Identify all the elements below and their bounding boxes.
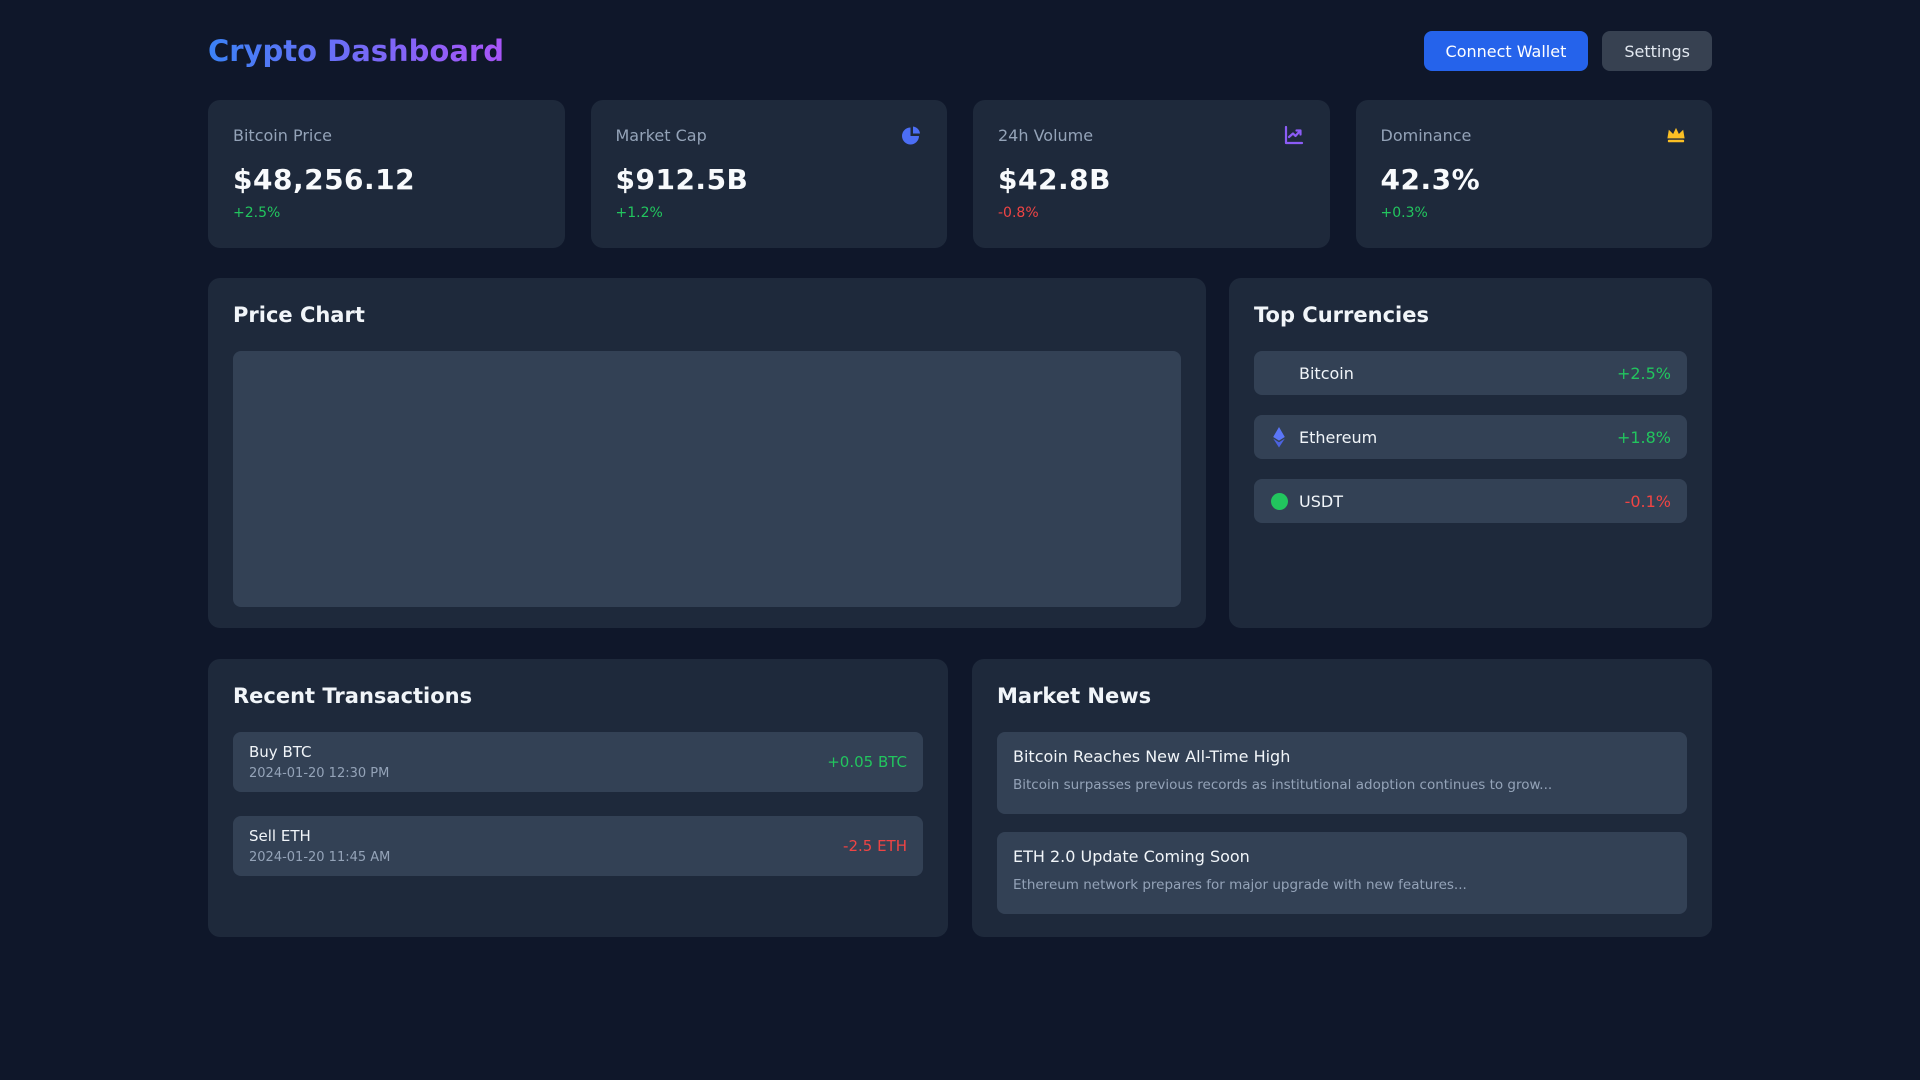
stat-label: Market Cap (615, 125, 707, 145)
transaction-action: Buy BTC (249, 743, 312, 761)
header: Crypto Dashboard Connect Wallet Settings (208, 28, 1712, 74)
news-summary: Ethereum network prepares for major upgr… (1013, 877, 1467, 893)
currency-name: Ethereum (1299, 427, 1378, 447)
transaction-row-sell-eth[interactable]: Sell ETH 2024-01-20 11:45 AM -2.5 ETH (233, 816, 923, 876)
ethereum-icon (1270, 426, 1288, 448)
transaction-info: Sell ETH 2024-01-20 11:45 AM (249, 827, 390, 865)
recent-transactions-title: Recent Transactions (233, 684, 473, 708)
stat-value: $48,256.12 (233, 163, 416, 196)
price-chart-panel: Price Chart (208, 278, 1206, 628)
header-actions: Connect Wallet Settings (1423, 31, 1712, 71)
transaction-timestamp: 2024-01-20 12:30 PM (249, 766, 390, 781)
currency-row-ethereum[interactable]: Ethereum +1.8% (1254, 415, 1687, 459)
stat-label: 24h Volume (998, 125, 1094, 145)
stat-change: -0.8% (998, 205, 1039, 221)
top-currencies-title: Top Currencies (1254, 303, 1429, 327)
news-summary: Bitcoin surpasses previous records as in… (1013, 777, 1553, 793)
currency-change: +2.5% (1616, 363, 1671, 383)
bitcoin-icon (1270, 362, 1288, 384)
dashboard: Crypto Dashboard Connect Wallet Settings… (208, 0, 1712, 937)
bottom-row: Recent Transactions Buy BTC 2024-01-20 1… (208, 659, 1712, 937)
currency-row-usdt[interactable]: USDT -0.1% (1254, 479, 1687, 523)
stats-grid: Bitcoin Price $48,256.12 +2.5% Market Ca… (208, 100, 1712, 248)
stat-label: Dominance (1380, 125, 1472, 145)
market-news-title: Market News (997, 684, 1152, 708)
currency-change: +1.8% (1616, 427, 1671, 447)
transaction-amount: -2.5 ETH (843, 837, 907, 855)
transaction-amount: +0.05 BTC (827, 753, 907, 771)
news-item-btc-ath[interactable]: Bitcoin Reaches New All-Time High Bitcoi… (997, 732, 1687, 814)
market-news-panel: Market News Bitcoin Reaches New All-Time… (972, 659, 1712, 937)
page-title: Crypto Dashboard (208, 34, 504, 68)
crown-icon (1665, 124, 1687, 146)
currency-row-bitcoin[interactable]: Bitcoin +2.5% (1254, 351, 1687, 395)
transaction-info: Buy BTC 2024-01-20 12:30 PM (249, 743, 389, 781)
price-chart-title: Price Chart (233, 303, 365, 327)
stat-change: +2.5% (233, 205, 281, 221)
stat-card-market-cap: Market Cap $912.5B +1.2% (590, 100, 947, 248)
stat-value: $912.5B (615, 163, 749, 196)
settings-button[interactable]: Settings (1602, 31, 1712, 71)
news-headline: ETH 2.0 Update Coming Soon (1013, 847, 1250, 866)
recent-transactions-panel: Recent Transactions Buy BTC 2024-01-20 1… (208, 659, 948, 937)
stat-value: 42.3% (1380, 163, 1481, 196)
usdt-icon (1270, 490, 1288, 512)
stat-change: +0.3% (1380, 205, 1428, 221)
chart-increasing-icon (1283, 124, 1305, 146)
stat-label: Bitcoin Price (233, 125, 332, 145)
currency-name: USDT (1299, 491, 1343, 511)
stat-value: $42.8B (998, 163, 1111, 196)
main-row: Price Chart Top Currencies Bitcoin +2.5%… (208, 278, 1712, 628)
currency-name: Bitcoin (1299, 363, 1354, 383)
transaction-row-buy-btc[interactable]: Buy BTC 2024-01-20 12:30 PM +0.05 BTC (233, 732, 923, 792)
price-chart-canvas (233, 351, 1181, 607)
connect-wallet-button[interactable]: Connect Wallet (1423, 31, 1589, 71)
stat-card-24h-volume: 24h Volume $42.8B -0.8% (973, 100, 1330, 248)
stat-change: +1.2% (615, 205, 663, 221)
news-headline: Bitcoin Reaches New All-Time High (1013, 747, 1291, 766)
stat-card-dominance: Dominance 42.3% +0.3% (1355, 100, 1712, 248)
currency-change: -0.1% (1624, 491, 1671, 511)
transaction-action: Sell ETH (249, 827, 311, 845)
transaction-timestamp: 2024-01-20 11:45 AM (249, 850, 391, 865)
pie-chart-icon (900, 124, 922, 146)
news-item-eth-update[interactable]: ETH 2.0 Update Coming Soon Ethereum netw… (997, 832, 1687, 914)
top-currencies-panel: Top Currencies Bitcoin +2.5% Ethereum +1… (1229, 278, 1712, 628)
stat-card-bitcoin-price: Bitcoin Price $48,256.12 +2.5% (208, 100, 565, 248)
